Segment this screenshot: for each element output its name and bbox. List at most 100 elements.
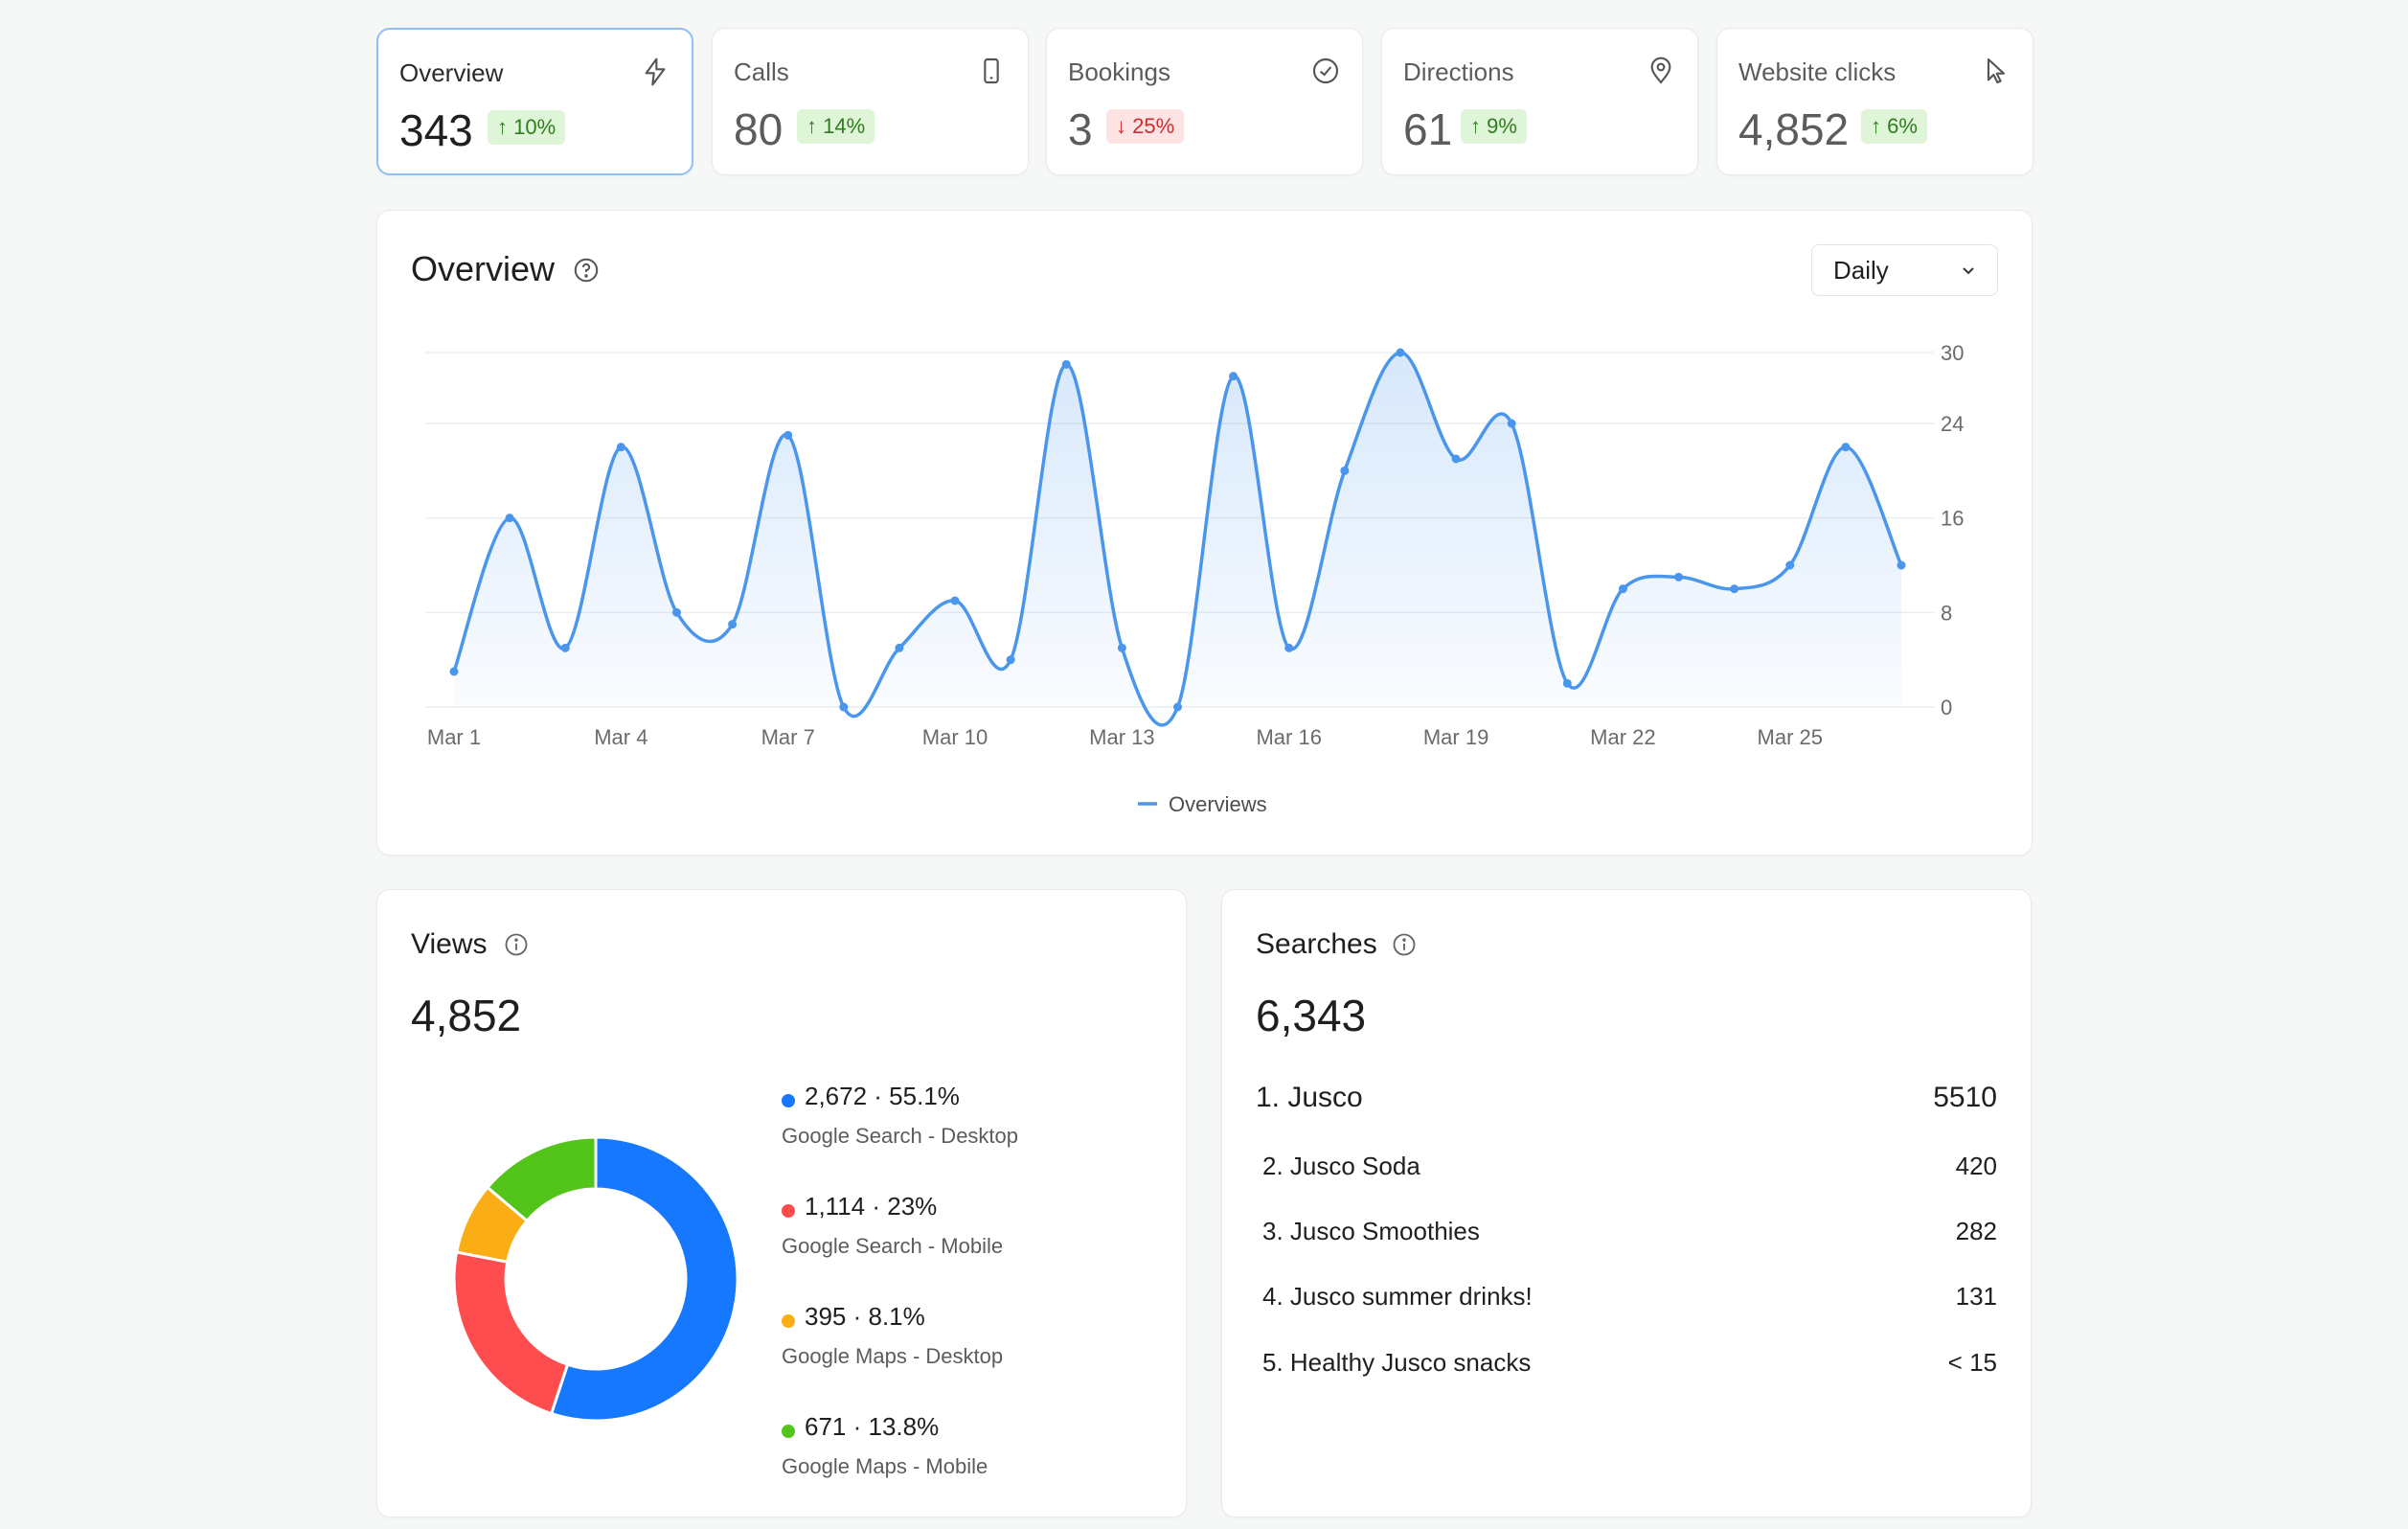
legend-dot	[782, 1094, 795, 1107]
stat-label: Directions	[1403, 57, 1514, 86]
search-term-count: 420	[1955, 1152, 1997, 1180]
data-point	[1396, 348, 1405, 357]
legend-dot	[782, 1314, 795, 1328]
views-total: 4,852	[411, 991, 522, 1040]
legend-dot	[782, 1204, 795, 1218]
x-tick-label: Mar 16	[1256, 725, 1321, 749]
stat-value: 343	[399, 105, 473, 155]
search-term-name: 4. Jusco summer drinks!	[1262, 1282, 1533, 1311]
overview-chart-card: 0 8 16 24 30 Mar 1 Mar 4 Mar 7 Mar 10 Mar 13 Mar 1…	[376, 210, 2033, 856]
donut-slice-4	[485, 1135, 598, 1223]
stat-delta-badge: ↑ 6%	[1861, 109, 1927, 144]
data-point	[1562, 678, 1572, 688]
search-term-name: 1. Jusco	[1256, 1082, 1363, 1113]
x-tick-label: Mar 4	[594, 725, 647, 749]
x-tick-label: Mar 19	[1423, 725, 1488, 749]
stat-card-directions[interactable]: Directions 61 ↑ 9%	[1381, 28, 1698, 175]
search-term-row: 5. Healthy Jusco snacks < 15	[1262, 1348, 1997, 1390]
data-point	[1730, 584, 1739, 594]
data-point	[1061, 359, 1071, 369]
search-term-count: 282	[1955, 1217, 1997, 1245]
stat-card-overview[interactable]: Overview 343 ↑ 10%	[376, 28, 693, 175]
legend-dot	[782, 1425, 795, 1438]
data-point	[728, 620, 738, 629]
y-tick-label: 30	[1941, 341, 1964, 365]
stat-value: 3	[1068, 104, 1093, 154]
x-tick-label: Mar 13	[1089, 725, 1154, 749]
map-pin-icon	[1650, 57, 1671, 84]
y-tick-label: 8	[1941, 601, 1952, 625]
stat-label: Website clicks	[1738, 57, 1897, 86]
data-point	[839, 702, 849, 712]
data-point	[1173, 702, 1182, 712]
legend-source: Google Search - Mobile	[782, 1234, 1004, 1258]
y-tick-label: 16	[1941, 507, 1964, 531]
data-point	[950, 596, 960, 605]
legend-source: Google Search - Desktop	[782, 1124, 1019, 1148]
overview-line-chart: 0 8 16 24 30 Mar 1 Mar 4 Mar 7 Mar 10 Mar 13 Mar 1…	[425, 341, 1964, 816]
search-term-row: 4. Jusco summer drinks! 131	[1262, 1282, 1997, 1324]
x-tick-label: Mar 7	[761, 725, 815, 749]
series-area-overviews	[454, 352, 1901, 725]
series-line-overviews	[452, 351, 1903, 727]
x-tick-label: Mar 1	[427, 725, 481, 749]
views-card: Views 4,852 2,672 · 55.1% Google Search …	[376, 889, 1187, 1518]
search-term-row: 3. Jusco Smoothies 282	[1262, 1217, 1997, 1259]
search-term-row: 1. Jusco 5510	[1256, 1082, 1997, 1124]
stat-label: Bookings	[1068, 57, 1170, 86]
data-point	[1841, 443, 1851, 452]
data-point	[784, 430, 793, 440]
data-point	[895, 643, 904, 652]
legend-source: Google Maps - Desktop	[782, 1344, 1004, 1368]
stat-value: 4,852	[1738, 104, 1850, 154]
data-point	[505, 513, 514, 523]
stat-delta-badge: ↑ 10%	[488, 110, 566, 145]
stat-value: 80	[734, 104, 784, 154]
search-term-count: 5510	[1933, 1082, 1997, 1113]
search-term-name: 3. Jusco Smoothies	[1262, 1217, 1480, 1245]
data-point	[1451, 454, 1461, 464]
stat-label: Calls	[734, 57, 789, 86]
legend-value: 395 · 8.1%	[805, 1302, 925, 1331]
chevron-down-icon	[1963, 267, 1974, 275]
info-icon[interactable]	[503, 931, 530, 958]
y-tick-label: 0	[1941, 696, 1952, 719]
searches-card: Searches 6,343 1. Jusco 5510 2. Jusco So…	[1221, 889, 2032, 1518]
searches-total: 6,343	[1256, 991, 1367, 1040]
check-circle-icon	[1312, 57, 1339, 84]
x-tick-label: Mar 10	[922, 725, 988, 749]
legend-value: 2,672 · 55.1%	[805, 1082, 960, 1110]
views-donut-chart	[452, 1135, 739, 1423]
data-point	[616, 443, 625, 452]
period-select-value: Daily	[1833, 256, 1889, 285]
views-title: Views	[411, 928, 488, 960]
overview-title: Overview	[411, 249, 556, 288]
stat-card-bookings[interactable]: Bookings 3 ↓ 25%	[1046, 28, 1363, 175]
searches-title: Searches	[1256, 928, 1377, 960]
period-select[interactable]: Daily	[1811, 244, 1998, 296]
help-icon[interactable]	[572, 256, 601, 285]
data-point	[1674, 572, 1684, 582]
legend-value: 671 · 13.8%	[805, 1412, 940, 1441]
stat-card-calls[interactable]: Calls 80 ↑ 14%	[712, 28, 1029, 175]
y-tick-label: 24	[1941, 412, 1964, 436]
stat-value: 61	[1403, 104, 1453, 154]
data-point	[1229, 372, 1238, 381]
data-point	[671, 607, 681, 617]
cursor-icon	[1987, 57, 2006, 84]
data-point	[560, 643, 570, 652]
stat-card-website-clicks[interactable]: Website clicks 4,852 ↑ 6%	[1716, 28, 2033, 175]
lightning-icon	[645, 57, 666, 86]
search-term-name: 2. Jusco Soda	[1262, 1152, 1420, 1180]
stat-label: Overview	[399, 58, 504, 87]
legend-label-overviews: Overviews	[1169, 792, 1267, 816]
search-term-count: < 15	[1947, 1348, 1997, 1377]
info-icon[interactable]	[1391, 931, 1418, 958]
x-tick-label: Mar 22	[1590, 725, 1655, 749]
donut-slice-1	[549, 1135, 739, 1423]
search-term-name: 5. Healthy Jusco snacks	[1262, 1348, 1532, 1377]
stat-delta-badge: ↑ 14%	[797, 109, 875, 144]
data-point	[1006, 655, 1015, 665]
data-point	[1618, 584, 1627, 594]
search-term-row: 2. Jusco Soda 420	[1262, 1152, 1997, 1194]
